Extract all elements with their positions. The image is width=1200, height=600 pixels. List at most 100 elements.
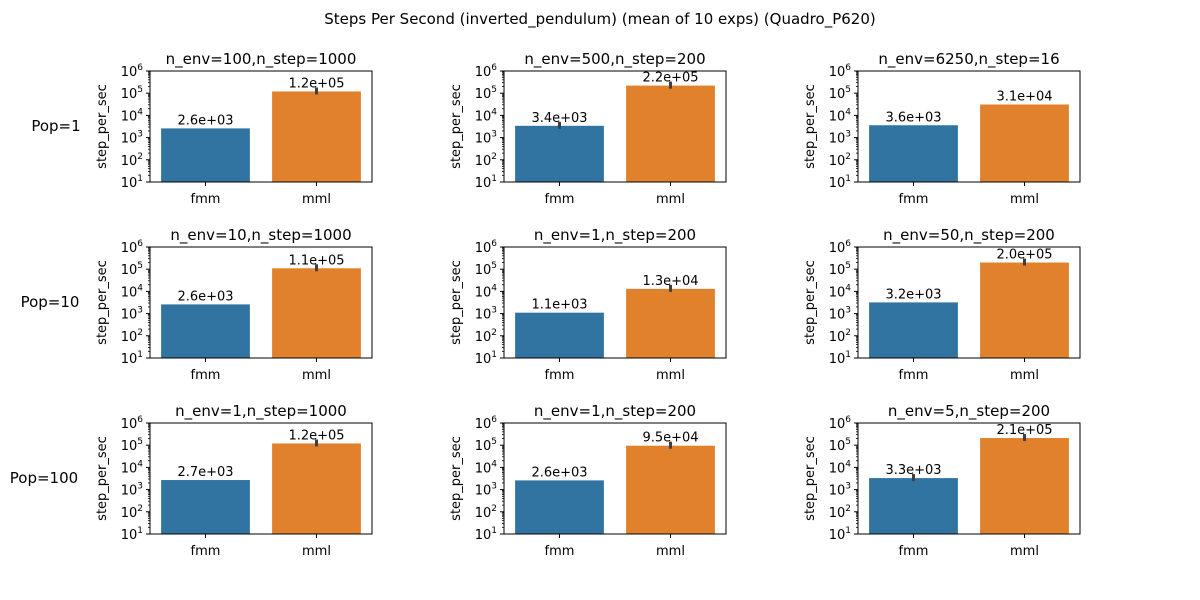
axes-frame: [149, 246, 373, 359]
y-tick-label: 101: [475, 350, 497, 367]
bar-mml: [626, 288, 715, 358]
figure-title: Steps Per Second (inverted_pendulum) (me…: [324, 10, 875, 29]
bar-fmm: [869, 125, 958, 182]
y-tick-label: 105: [475, 85, 497, 102]
y-tick-label: 106: [121, 63, 144, 80]
panel-5: n_env=1,n_step=200 1.1e+03 fmm 1.3e+04 mml 10…: [449, 226, 727, 383]
bar-fmm: [161, 304, 250, 358]
axes-frame: [149, 70, 373, 183]
y-tick-label: 106: [829, 415, 852, 432]
panel-4: n_env=10,n_step=1000 2.6e+03 fmm 1.1e+05 mml…: [95, 226, 373, 383]
y-tick-label: 104: [475, 107, 498, 124]
x-tick-label-mml: mml: [302, 368, 331, 383]
data-label-fmm: 2.6e+03: [177, 289, 233, 304]
y-tick-label: 104: [475, 459, 498, 476]
y-axis-label: step_per_sec: [803, 84, 818, 169]
x-tick-label-mml: mml: [302, 192, 331, 207]
bar-fmm: [515, 125, 604, 182]
y-tick-label: 105: [121, 261, 143, 278]
axes-frame: [857, 422, 1081, 535]
x-tick-label-mml: mml: [656, 368, 685, 383]
y-tick-label: 104: [829, 459, 852, 476]
x-tick-label-fmm: fmm: [191, 544, 221, 559]
panel-title: n_env=1,n_step=1000: [175, 402, 347, 421]
data-label-mml: 1.2e+05: [288, 428, 344, 443]
y-tick-label: 101: [121, 526, 143, 543]
y-tick-label: 105: [829, 261, 851, 278]
x-tick-label-fmm: fmm: [191, 192, 221, 207]
y-tick-label: 106: [121, 415, 144, 432]
y-tick-label: 103: [121, 482, 143, 499]
axes-frame: [857, 246, 1081, 359]
bar-mml: [272, 268, 361, 358]
y-tick-label: 103: [829, 482, 851, 499]
x-tick-label-mml: mml: [1010, 544, 1039, 559]
panel-6: n_env=50,n_step=200 3.2e+03 fmm 2.0e+05 mml 1…: [803, 226, 1081, 383]
y-tick-label: 105: [829, 437, 851, 454]
y-axis-label: step_per_sec: [95, 436, 110, 521]
y-tick-label: 104: [121, 459, 144, 476]
y-axis-label: step_per_sec: [803, 260, 818, 345]
y-tick-label: 104: [829, 107, 852, 124]
y-tick-label: 104: [829, 283, 852, 300]
y-tick-label: 106: [121, 239, 144, 256]
bar-fmm: [515, 312, 604, 358]
y-axis-label: step_per_sec: [449, 84, 464, 169]
y-tick-label: 102: [829, 504, 851, 521]
y-tick-label: 106: [475, 415, 498, 432]
data-label-mml: 2.2e+05: [642, 71, 698, 86]
x-tick-label-mml: mml: [1010, 368, 1039, 383]
data-label-mml: 1.2e+05: [288, 76, 344, 91]
x-tick-label-fmm: fmm: [545, 368, 575, 383]
y-tick-label: 104: [121, 283, 144, 300]
data-label-mml: 1.3e+04: [642, 274, 698, 289]
y-tick-label: 106: [475, 63, 498, 80]
bar-fmm: [869, 302, 958, 358]
bar-mml: [626, 445, 715, 534]
row-label-pop-100: Pop=100: [10, 469, 78, 487]
panel-title: n_env=10,n_step=1000: [170, 226, 351, 245]
y-tick-label: 105: [121, 85, 143, 102]
data-label-fmm: 3.6e+03: [885, 110, 941, 125]
y-tick-label: 104: [121, 107, 144, 124]
panel-9: n_env=5,n_step=200 3.3e+03 fmm 2.1e+05 mml 10…: [803, 402, 1081, 559]
x-tick-label-mml: mml: [656, 544, 685, 559]
y-tick-label: 101: [829, 526, 851, 543]
y-tick-label: 101: [121, 174, 143, 191]
panel-2: n_env=500,n_step=200 3.4e+03 fmm 2.2e+05 mml…: [449, 50, 727, 207]
y-tick-label: 102: [475, 504, 497, 521]
x-tick-label-mml: mml: [1010, 192, 1039, 207]
y-tick-label: 102: [475, 328, 497, 345]
row-label-pop-10: Pop=10: [21, 293, 80, 311]
y-tick-label: 101: [121, 350, 143, 367]
bar-mml: [272, 91, 361, 182]
y-tick-label: 106: [829, 239, 852, 256]
panel-title: n_env=6250,n_step=16: [878, 50, 1059, 69]
axes-frame: [503, 422, 727, 535]
y-tick-label: 103: [475, 482, 497, 499]
bar-mml: [980, 262, 1069, 358]
y-tick-label: 106: [475, 239, 498, 256]
bar-fmm: [869, 478, 958, 534]
panel-title: n_env=500,n_step=200: [524, 50, 705, 69]
x-tick-label-fmm: fmm: [899, 544, 929, 559]
bar-fmm: [161, 128, 250, 182]
panel-title: n_env=50,n_step=200: [883, 226, 1055, 245]
x-tick-label-fmm: fmm: [899, 192, 929, 207]
y-tick-label: 102: [121, 504, 143, 521]
x-tick-label-mml: mml: [302, 544, 331, 559]
y-axis-label: step_per_sec: [95, 84, 110, 169]
y-tick-label: 106: [829, 63, 852, 80]
y-tick-label: 102: [475, 152, 497, 169]
bar-mml: [980, 104, 1069, 182]
data-label-fmm: 2.7e+03: [177, 465, 233, 480]
bar-mml: [626, 85, 715, 182]
y-tick-label: 102: [121, 328, 143, 345]
y-tick-label: 101: [829, 350, 851, 367]
bar-mml: [980, 438, 1069, 534]
axes-frame: [503, 70, 727, 183]
panel-7: n_env=1,n_step=1000 2.7e+03 fmm 1.2e+05 mml 1…: [95, 402, 373, 559]
y-tick-label: 102: [121, 152, 143, 169]
y-tick-label: 105: [829, 85, 851, 102]
y-tick-label: 101: [475, 526, 497, 543]
